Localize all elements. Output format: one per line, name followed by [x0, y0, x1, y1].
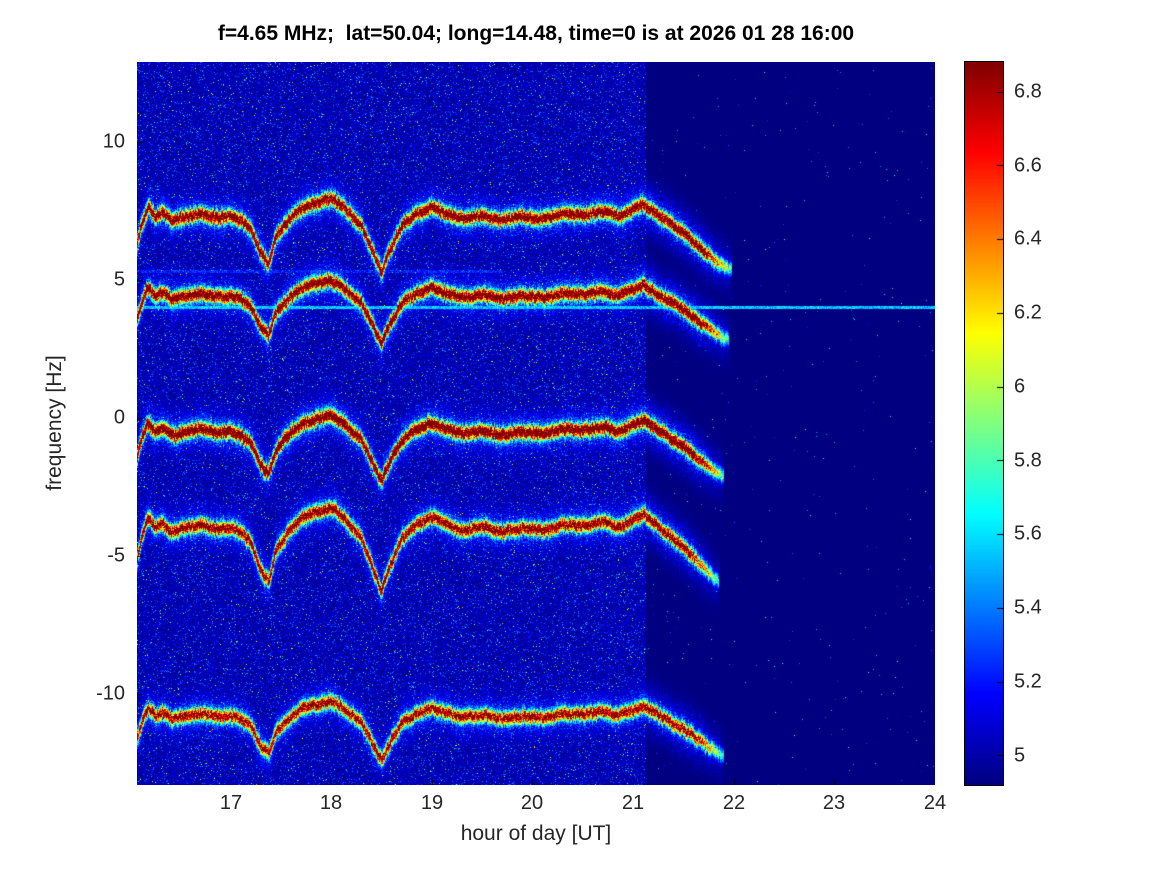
x-tick-label: 21 — [621, 792, 645, 814]
x-tick-label: 24 — [923, 792, 947, 814]
x-tick-label: 20 — [520, 792, 544, 814]
x-tick-label: 17 — [219, 792, 243, 814]
colorbar-tick-label: 5.8 — [1014, 449, 1042, 472]
x-axis-label: hour of day [UT] — [460, 822, 612, 845]
x-tick-label: 18 — [319, 792, 343, 814]
x-tick-label: 23 — [822, 792, 846, 814]
y-tick-label: 0 — [113, 406, 125, 429]
colorbar-tick-label: 5 — [1014, 744, 1026, 767]
y-tick-label: -10 — [96, 682, 125, 705]
colorbar-tick-label: 5.2 — [1014, 670, 1042, 693]
y-tick-label: 10 — [102, 130, 125, 153]
y-tick-label: 5 — [113, 268, 125, 291]
y-tick-label: -5 — [107, 544, 125, 567]
chart-title: f=4.65 MHz; lat=50.04; long=14.48, time=… — [217, 22, 855, 45]
colorbar — [964, 61, 1004, 786]
colorbar-tick-label: 6.6 — [1014, 154, 1042, 177]
colorbar-tick-label: 5.6 — [1014, 522, 1042, 545]
colorbar-tick-label: 6.4 — [1014, 227, 1042, 250]
spectrogram-plot — [137, 62, 935, 785]
colorbar-tick-label: 6.8 — [1014, 80, 1042, 103]
x-tick-label: 19 — [420, 792, 444, 814]
colorbar-tick-label: 6.2 — [1014, 301, 1042, 324]
colorbar-tick-label: 6 — [1014, 375, 1026, 398]
colorbar-tick-label: 5.4 — [1014, 596, 1042, 619]
x-tick-label: 22 — [722, 792, 746, 814]
